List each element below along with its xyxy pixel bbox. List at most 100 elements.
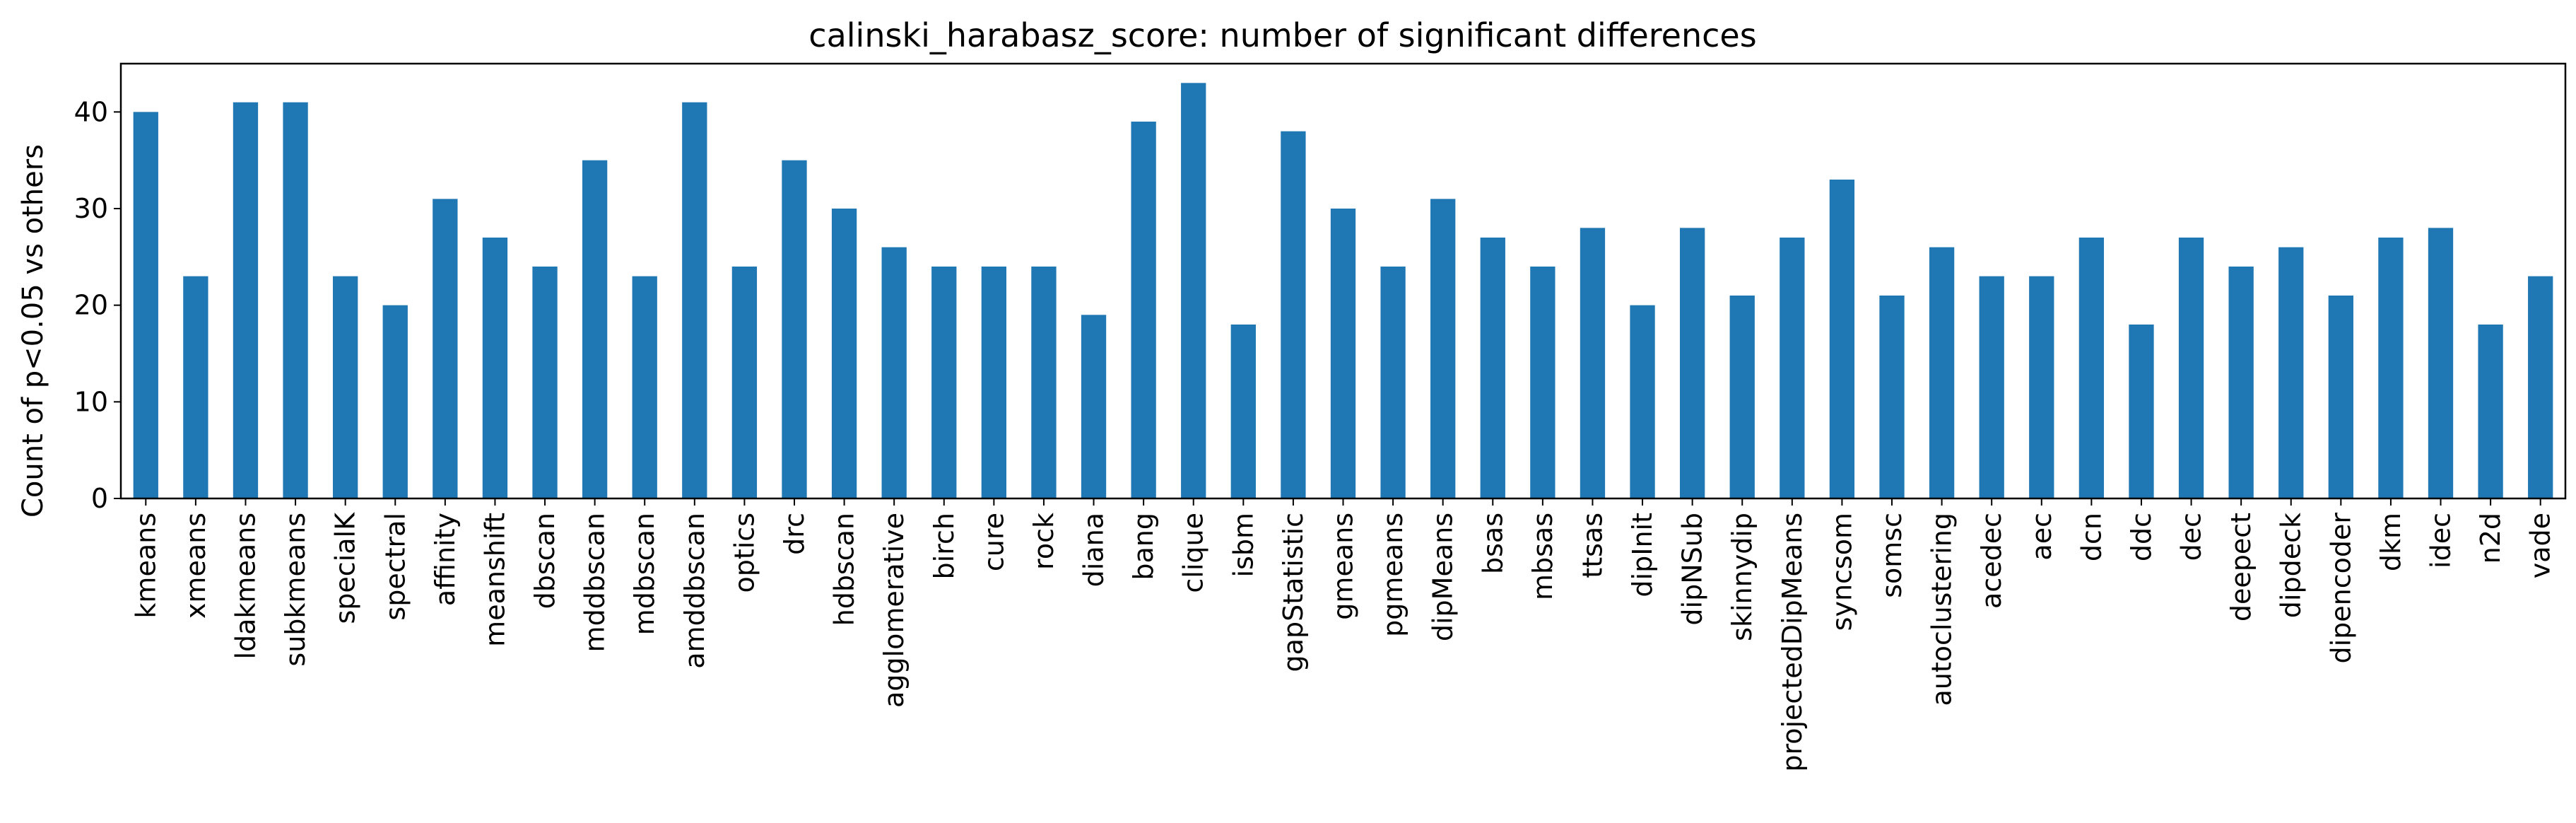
- bar-hdbscan: [831, 209, 857, 498]
- bar-cure: [981, 267, 1007, 498]
- x-tick-label: vade: [2525, 513, 2556, 578]
- bar-dipdeck: [2278, 247, 2304, 498]
- bar-affinity: [433, 199, 458, 498]
- x-tick-label: dipNSub: [1677, 513, 1708, 626]
- bar-vade: [2528, 276, 2553, 498]
- x-tick-label: dbscan: [529, 513, 560, 609]
- bar-gapStatistic: [1281, 131, 1306, 498]
- y-tick-label: 10: [74, 386, 108, 417]
- y-tick-label: 0: [91, 483, 108, 514]
- x-tick-label: cure: [978, 513, 1009, 571]
- x-tick-label: dcn: [2076, 513, 2107, 561]
- bar-deepect: [2228, 267, 2254, 498]
- x-tick-label: ttsas: [1577, 513, 1608, 578]
- x-tick-label: mdbscan: [629, 513, 660, 635]
- x-tick-label: birch: [929, 513, 960, 579]
- bar-ldakmeans: [233, 102, 259, 498]
- x-tick-label: mddbscan: [580, 513, 611, 652]
- x-tick-label: spectral: [380, 513, 411, 621]
- bar-aec: [2029, 276, 2054, 498]
- x-tick-label: dec: [2176, 513, 2207, 561]
- x-tick-label: n2d: [2475, 513, 2506, 564]
- x-tick-label: somsc: [1876, 513, 1907, 598]
- bar-agglomerative: [881, 247, 907, 498]
- bars: [133, 83, 2553, 499]
- y-axis-label: Count of p<0.05 vs others: [17, 144, 49, 518]
- x-tick-label: ldakmeans: [230, 513, 261, 660]
- x-tick-label: aec: [2026, 513, 2057, 561]
- bar-specialK: [333, 276, 358, 498]
- x-tick-label: optics: [729, 513, 760, 593]
- x-tick-label: pgmeans: [1377, 513, 1408, 637]
- bar-dcn: [2078, 238, 2105, 498]
- bar-syncsom: [1829, 180, 1855, 498]
- bar-dipencoder: [2328, 296, 2353, 498]
- x-tick-label: bang: [1128, 513, 1159, 580]
- x-tick-label: isbm: [1228, 513, 1259, 578]
- x-tick-label: syncsom: [1826, 513, 1857, 631]
- x-tick-label: acedec: [1976, 513, 2007, 609]
- bar-isbm: [1230, 325, 1256, 498]
- x-tick-label: mbsas: [1527, 513, 1558, 600]
- x-tick-label: bsas: [1477, 513, 1508, 574]
- bar-birch: [931, 267, 957, 498]
- bar-gmeans: [1330, 209, 1356, 498]
- y-tick-label: 20: [74, 290, 108, 321]
- y-axis-ticks: 0 10 20 30 40: [74, 96, 121, 514]
- bar-amddbscan: [682, 102, 707, 498]
- bar-dipInit: [1630, 305, 1655, 498]
- chart-title: calinski_harabasz_score: number of signi…: [808, 16, 1756, 54]
- x-tick-label: dipInit: [1627, 513, 1658, 597]
- bar-clique: [1181, 83, 1206, 499]
- bar-subkmeans: [283, 102, 308, 498]
- bar-dipMeans: [1430, 199, 1456, 498]
- bar-skinnydip: [1729, 296, 1755, 498]
- bar-mbsas: [1530, 267, 1555, 498]
- x-axis-ticks: kmeans xmeans ldakmeans subkmeans specialK sp…: [130, 498, 2556, 772]
- bar-n2d: [2478, 325, 2503, 498]
- bar-mddbscan: [582, 160, 608, 498]
- bar-somsc: [1879, 296, 1905, 498]
- bar-kmeans: [133, 112, 158, 499]
- x-tick-label: autoclustering: [1927, 513, 1958, 706]
- x-tick-label: dipencoder: [2325, 513, 2356, 664]
- x-tick-label: deepect: [2225, 513, 2257, 621]
- bar-autoclustering: [1929, 247, 1955, 498]
- bar-rock: [1031, 267, 1057, 498]
- y-tick-label: 40: [74, 96, 108, 127]
- bar-dec: [2178, 238, 2204, 498]
- bar-dipNSub: [1679, 228, 1705, 498]
- x-tick-label: specialK: [330, 512, 361, 624]
- bar-idec: [2428, 228, 2454, 498]
- plot-frame: [119, 62, 2567, 500]
- x-tick-label: meanshift: [479, 513, 510, 647]
- x-tick-label: agglomerative: [878, 513, 910, 708]
- bar-meanshift: [482, 238, 508, 498]
- bar-ddc: [2129, 325, 2154, 498]
- x-tick-label: skinnydip: [1727, 513, 1758, 641]
- x-tick-label: gmeans: [1328, 513, 1359, 620]
- bar-pgmeans: [1380, 267, 1406, 498]
- x-tick-label: subkmeans: [280, 513, 311, 667]
- bar-diana: [1081, 315, 1107, 498]
- bar-drc: [782, 160, 807, 498]
- x-tick-label: hdbscan: [829, 513, 860, 626]
- x-tick-label: ddc: [2126, 513, 2157, 561]
- bar-bsas: [1480, 238, 1505, 498]
- bar-bang: [1131, 122, 1156, 498]
- x-tick-label: diana: [1078, 513, 1110, 587]
- x-tick-label: amddbscan: [679, 513, 710, 669]
- bar-dbscan: [532, 267, 558, 498]
- x-tick-label: kmeans: [130, 513, 161, 619]
- x-tick-label: projectedDipMeans: [1777, 513, 1808, 772]
- bar-acedec: [1979, 276, 2004, 498]
- bar-spectral: [382, 305, 408, 498]
- x-tick-label: drc: [779, 513, 810, 555]
- bar-mdbscan: [632, 276, 657, 498]
- x-tick-label: rock: [1028, 513, 1059, 570]
- x-tick-label: dipdeck: [2276, 513, 2307, 618]
- bar-xmeans: [183, 276, 208, 498]
- x-tick-label: gapStatistic: [1278, 513, 1309, 672]
